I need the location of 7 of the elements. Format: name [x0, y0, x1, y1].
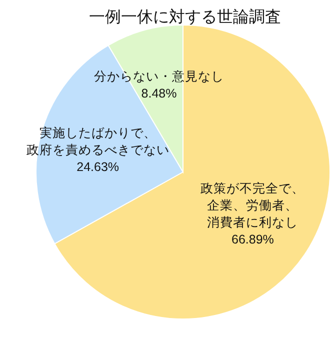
- slice-label: 分からない・意見なし: [94, 70, 224, 84]
- data-label: 24.63%: [76, 160, 120, 174]
- data-label: 66.89%: [232, 232, 274, 246]
- slice-label: 実施したばかりで、政府を責めるべきでない: [26, 124, 170, 157]
- chart-title: 一例一休に対する世論調査: [89, 8, 281, 26]
- data-label: 8.48%: [141, 86, 177, 101]
- slice-label: 政策が不完全で、企業、労働者、消費者に利なし: [200, 180, 305, 230]
